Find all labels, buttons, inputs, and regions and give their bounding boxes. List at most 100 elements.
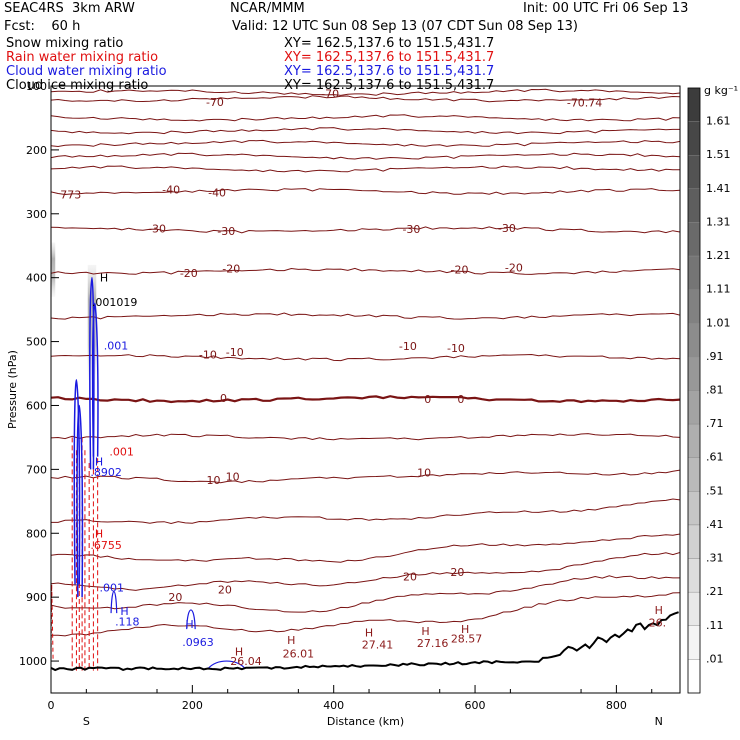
- temperature-contour: [51, 152, 680, 160]
- extremum-label: H: [95, 527, 103, 540]
- extremum-label: H: [461, 623, 469, 636]
- colorbar-swatch: [687, 155, 701, 190]
- temperature-contour: [51, 312, 680, 320]
- extremum-label: .118: [115, 615, 140, 628]
- contour-label: 0: [457, 393, 464, 406]
- contour-label: -10: [399, 340, 417, 353]
- cloud-contour: [73, 379, 81, 585]
- x-tick-label: 0: [48, 699, 55, 712]
- colorbar-swatch: [687, 423, 701, 458]
- x-tick-label: 600: [465, 699, 486, 712]
- y-tick-label: 800: [26, 527, 47, 540]
- extremum-label: .0963: [182, 636, 214, 649]
- colorbar-unit: g kg⁻¹: [704, 84, 738, 97]
- contour-label: -10: [447, 342, 465, 355]
- colorbar-swatch: [687, 289, 701, 324]
- colorbar-label: .31: [706, 552, 724, 565]
- colorbar-swatch: [687, 625, 701, 660]
- contour-label: -20: [180, 267, 198, 280]
- temperature-contour: [51, 226, 680, 234]
- colorbar-label: 1.51: [706, 148, 731, 161]
- contour-label: 20: [168, 591, 182, 604]
- extremum-label: .8902: [90, 466, 122, 479]
- temperature-contour: [51, 552, 680, 591]
- field-label-rain: Rain water mixing ratio: [6, 50, 159, 65]
- extremum-label: H: [655, 604, 663, 617]
- colorbar-swatch: [687, 558, 701, 593]
- extremum-label: H: [120, 605, 128, 618]
- temperature-contour: [51, 127, 680, 135]
- temperature-contour: [51, 353, 680, 362]
- extremum-label: .001019: [92, 296, 138, 309]
- colorbar-swatch: [687, 390, 701, 425]
- contour-label: 20: [450, 566, 464, 579]
- temperature-contour: [51, 498, 680, 525]
- colorbar-swatch: [687, 591, 701, 626]
- endpoint-label: S: [83, 715, 90, 728]
- contour-label: -20: [222, 263, 240, 276]
- cloud-contour: [91, 302, 99, 457]
- contour-label: -30: [402, 223, 420, 236]
- temperature-contours: [51, 88, 680, 637]
- temperature-contour: [51, 165, 680, 173]
- field-xy-cloud: XY= 162.5,137.6 to 151.5,431.7: [284, 64, 495, 79]
- y-tick-label: 400: [26, 272, 47, 285]
- colorbar-swatch: [687, 356, 701, 391]
- temperature-contour: [51, 188, 680, 196]
- snow-shade-edge: [51, 242, 56, 297]
- colorbar-swatch: [687, 255, 701, 290]
- y-tick-label: 1000: [19, 655, 47, 668]
- terrain-line: [51, 611, 679, 672]
- extremum-label: .001: [109, 445, 134, 458]
- temperature-contour: [51, 88, 680, 96]
- plot-frame: [50, 85, 681, 694]
- extremum-label: H: [287, 634, 295, 647]
- x-tick-label: 400: [323, 699, 344, 712]
- extremum-label: 27.41: [362, 638, 394, 651]
- temperature-contour: [51, 533, 680, 563]
- cloud-contour: [89, 276, 95, 470]
- colorbar-label: .11: [706, 619, 724, 632]
- extremum-label: 26.04: [230, 655, 262, 668]
- cloud-water-contours: [73, 276, 246, 670]
- extremum-label: .6755: [90, 539, 122, 552]
- contour-label: -10: [199, 348, 217, 361]
- contour-label: 10: [207, 474, 221, 487]
- temperature-contour: [51, 114, 680, 122]
- colorbar-label: .91: [706, 350, 724, 363]
- colorbar-label: .61: [706, 451, 724, 464]
- colorbar-swatch: [687, 659, 701, 694]
- colorbar-label: .81: [706, 384, 724, 397]
- colorbar-swatch: [687, 121, 701, 156]
- cloud-contour: [110, 590, 118, 614]
- extremum-label: H: [365, 626, 373, 639]
- temperature-contour: [51, 592, 680, 637]
- colorbar-label: 1.11: [706, 283, 731, 296]
- contour-label: -20: [505, 261, 523, 274]
- colorbar-label: 1.31: [706, 215, 731, 228]
- contour-label: -70.74: [567, 97, 602, 110]
- extremum-label: H: [95, 456, 103, 469]
- colorbar-swatch: [687, 491, 701, 526]
- y-tick-label: 900: [26, 591, 47, 604]
- colorbar-label: .71: [706, 417, 724, 430]
- contour-label: -30: [217, 225, 235, 238]
- colorbar: 1.61 1.51 1.41 1.31 1.21 1.11 1.01 .91 .81 .71 .61…: [687, 84, 738, 694]
- colorbar-label: 1.21: [706, 249, 731, 262]
- colorbar-swatch: [687, 87, 701, 122]
- colorbar-label: 1.61: [706, 115, 731, 128]
- contour-label: 0: [220, 392, 227, 405]
- valid-time: Valid: 12 UTC Sun 08 Sep 13 (07 CDT Sun …: [232, 19, 578, 34]
- y-tick-label: 100: [26, 80, 47, 93]
- rain-contour: [51, 584, 54, 662]
- contour-label: -70: [206, 96, 224, 109]
- extremum-label: H: [185, 618, 193, 631]
- forecast-hour: Fcst: 60 h: [4, 19, 81, 34]
- y-tick-label: 200: [26, 144, 47, 157]
- temperature-contour: [51, 95, 680, 103]
- terrain-profile: [51, 611, 679, 672]
- temperature-contour: [51, 575, 680, 613]
- extremum-label: H: [235, 645, 243, 658]
- colorbar-swatch: [687, 222, 701, 257]
